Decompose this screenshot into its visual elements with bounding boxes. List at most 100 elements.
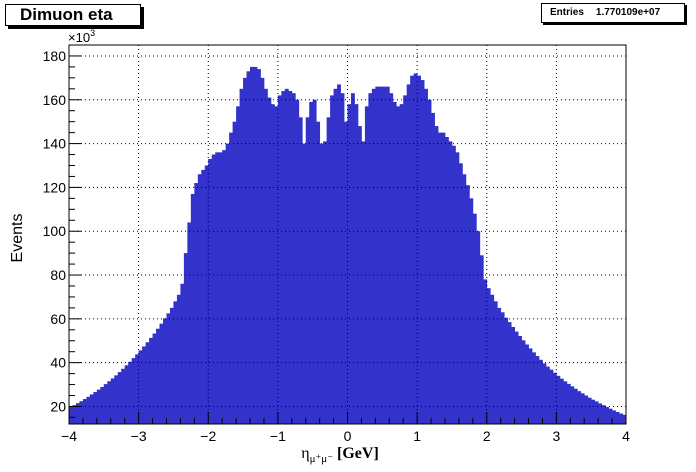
histogram-bar bbox=[444, 137, 449, 424]
histogram-bar bbox=[500, 312, 505, 424]
x-tick-label: −4 bbox=[61, 428, 77, 444]
histogram-bar bbox=[347, 104, 352, 424]
histogram-bar bbox=[350, 93, 355, 424]
histogram-bar bbox=[542, 363, 547, 424]
histogram-bar bbox=[229, 132, 234, 424]
x-tick-label: 4 bbox=[622, 428, 630, 444]
histogram-bar bbox=[608, 408, 613, 424]
histogram-bar bbox=[93, 392, 98, 424]
histogram-bar bbox=[117, 372, 122, 424]
histogram-bar bbox=[413, 73, 418, 424]
histogram-bar bbox=[479, 255, 484, 424]
histogram-bar bbox=[417, 75, 422, 424]
histogram-bar bbox=[587, 397, 592, 424]
y-tick-label: 60 bbox=[50, 311, 66, 327]
histogram-bar bbox=[427, 99, 432, 424]
histogram-bar bbox=[190, 193, 195, 424]
histogram-bar bbox=[72, 405, 77, 424]
histogram-bar bbox=[291, 93, 296, 424]
histogram-bar bbox=[86, 396, 91, 424]
histogram-bar bbox=[145, 342, 150, 424]
histogram-bar bbox=[532, 352, 536, 424]
y-tick-labels: 20 40 60 80 100 120 140 160 180 bbox=[43, 48, 67, 415]
histogram-bar bbox=[159, 323, 164, 424]
histogram-bar bbox=[535, 356, 540, 424]
histogram-bar bbox=[594, 401, 599, 424]
histogram-bar bbox=[277, 95, 282, 425]
stats-box: Entries 1.770109e+07 bbox=[541, 3, 685, 23]
histogram-bar bbox=[528, 348, 533, 424]
histogram-bar bbox=[483, 279, 488, 424]
histogram-bar bbox=[580, 393, 585, 424]
histogram-bar bbox=[337, 84, 341, 424]
histogram-bar bbox=[166, 313, 171, 424]
histogram-bar bbox=[385, 86, 390, 425]
histogram-bar bbox=[438, 132, 442, 424]
histogram-bar bbox=[605, 406, 609, 424]
histogram-bar bbox=[211, 154, 216, 424]
histogram-bar bbox=[472, 213, 477, 424]
histogram-bar bbox=[204, 165, 209, 424]
y-tick-label: 160 bbox=[43, 92, 67, 108]
histogram-bar bbox=[194, 183, 199, 424]
histogram-bar bbox=[256, 69, 261, 424]
histogram-bar bbox=[455, 152, 460, 425]
histogram-bar bbox=[319, 143, 324, 425]
histogram-bar bbox=[274, 106, 279, 425]
histogram-bar bbox=[208, 158, 213, 425]
histogram-bar bbox=[173, 301, 178, 424]
histogram-bar bbox=[573, 388, 578, 424]
y-tick-label: 180 bbox=[43, 48, 67, 64]
histogram-bar bbox=[288, 91, 293, 424]
histogram-bar bbox=[476, 231, 481, 424]
histogram-bar bbox=[79, 401, 84, 424]
y-axis-label: Events bbox=[9, 214, 26, 263]
histogram-bar bbox=[375, 86, 380, 425]
histogram-bar bbox=[305, 117, 310, 424]
stats-entries-value: 1.770109e+07 bbox=[595, 7, 661, 18]
histogram-bar bbox=[75, 403, 80, 424]
x-tick-label: −3 bbox=[131, 428, 147, 444]
histogram-bar bbox=[333, 88, 338, 424]
histogram-bar bbox=[612, 410, 616, 424]
histogram-bar bbox=[521, 340, 526, 424]
histogram-bar bbox=[403, 95, 408, 425]
histogram-bar bbox=[378, 86, 383, 425]
grid-lines bbox=[69, 45, 626, 424]
y-tick-label: 120 bbox=[43, 179, 67, 195]
y-multiplier: ×103 bbox=[68, 28, 95, 45]
histogram-bar bbox=[434, 126, 439, 424]
histogram-bar bbox=[239, 88, 244, 424]
histogram-bar bbox=[493, 301, 498, 424]
histogram-bar bbox=[490, 294, 495, 424]
histogram-bar bbox=[236, 106, 240, 425]
histogram-bar bbox=[566, 383, 571, 424]
histogram-bar bbox=[284, 88, 289, 424]
histogram-bar bbox=[559, 378, 564, 424]
histogram-bar bbox=[538, 359, 543, 424]
histogram-bar bbox=[103, 384, 108, 424]
y-tick-label: 20 bbox=[50, 398, 66, 414]
histogram-bar bbox=[152, 333, 157, 424]
histogram-bar bbox=[431, 112, 435, 424]
histogram-bar bbox=[552, 372, 557, 424]
x-tick-label: 3 bbox=[552, 428, 560, 444]
histogram-bar bbox=[577, 391, 582, 424]
histogram-bar bbox=[323, 141, 328, 424]
histogram-bar bbox=[295, 99, 300, 424]
histogram-bar bbox=[302, 143, 307, 425]
histogram-bar bbox=[525, 344, 529, 424]
histogram-bar bbox=[250, 66, 254, 424]
histogram-bar bbox=[201, 169, 206, 424]
histogram-bar bbox=[399, 104, 404, 424]
histogram-bar bbox=[180, 283, 185, 424]
histogram-bar bbox=[354, 104, 359, 424]
histogram-bar bbox=[162, 318, 167, 424]
histogram-bar bbox=[598, 403, 603, 424]
y-tick-label: 40 bbox=[50, 355, 66, 371]
histogram-bar bbox=[243, 77, 247, 425]
histogram-bar bbox=[563, 381, 568, 424]
histogram-bar bbox=[100, 386, 105, 424]
histogram-bar bbox=[357, 126, 362, 424]
histogram-bar bbox=[312, 99, 317, 424]
